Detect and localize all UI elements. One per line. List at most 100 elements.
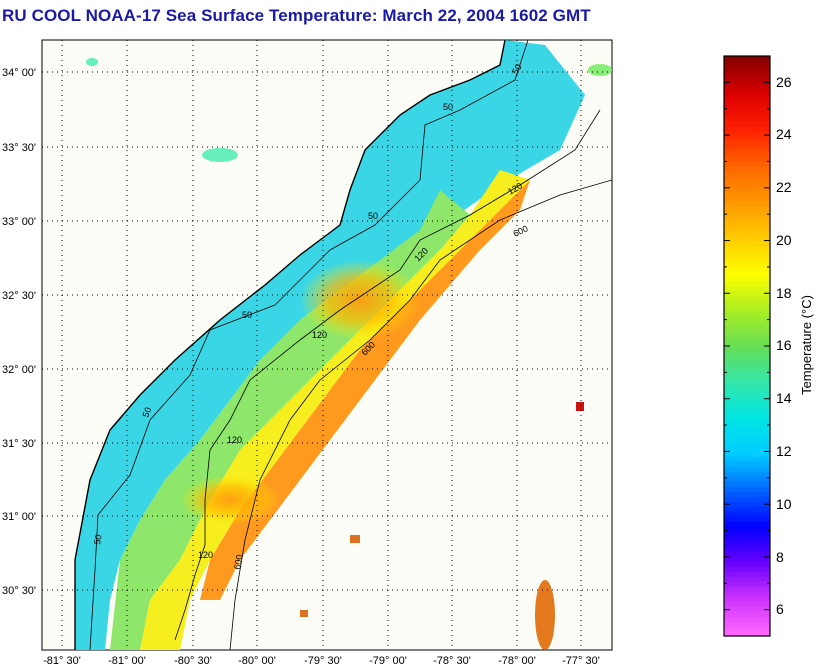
colorbar-cell xyxy=(724,66,770,72)
colorbar-label: Temperature (°C) xyxy=(799,295,814,395)
colorbar-cell xyxy=(724,631,770,637)
colorbar-cell xyxy=(724,321,770,327)
sst-warm-core-south xyxy=(180,475,280,525)
lat-label: 34° 00' xyxy=(2,67,36,79)
colorbar-cell xyxy=(724,176,770,182)
contour-label: 600 xyxy=(232,554,244,571)
colorbar-cell xyxy=(724,421,770,427)
contour-label: 120 xyxy=(198,550,213,560)
sst-warm-edge xyxy=(200,180,530,600)
colorbar-cell xyxy=(724,486,770,492)
contour-50m xyxy=(89,40,529,650)
colorbar-cell xyxy=(724,71,770,77)
colorbar-tick: 10 xyxy=(776,496,792,512)
colorbar-cell xyxy=(724,336,770,342)
colorbar-tick: 20 xyxy=(776,232,792,248)
colorbar-cell xyxy=(724,181,770,187)
colorbar-tick: 12 xyxy=(776,443,792,459)
colorbar-cell xyxy=(724,111,770,117)
lat-label: 31° 30' xyxy=(2,438,36,450)
sst-warm-patch xyxy=(576,402,584,411)
colorbar-cell xyxy=(724,561,770,567)
colorbar-cell xyxy=(724,301,770,307)
colorbar-cell xyxy=(724,591,770,597)
colorbar-cell xyxy=(724,386,770,392)
colorbar-cell xyxy=(724,191,770,197)
sst-yellow-band xyxy=(140,170,530,650)
colorbar-cell xyxy=(724,506,770,512)
colorbar-cell xyxy=(724,296,770,302)
contour-label: 120 xyxy=(312,330,327,340)
contour-label: 50 xyxy=(443,102,453,112)
colorbar-tick: 8 xyxy=(776,549,784,565)
colorbar-cell xyxy=(724,351,770,357)
contour-600m xyxy=(229,179,612,650)
colorbar-cell xyxy=(724,471,770,477)
colorbar: 26 24 22 20 18 16 14 12 10 8 6 Temperatu… xyxy=(723,55,814,637)
contour-label: 50 xyxy=(510,62,524,76)
colorbar-cell xyxy=(724,541,770,547)
colorbar-cell xyxy=(724,136,770,142)
colorbar-tick: 16 xyxy=(776,337,792,353)
colorbar-cell xyxy=(724,521,770,527)
colorbar-cell xyxy=(724,551,770,557)
colorbar-cell xyxy=(724,621,770,627)
colorbar-cell xyxy=(724,401,770,407)
colorbar-cell xyxy=(724,131,770,137)
colorbar-cell xyxy=(724,536,770,542)
colorbar-cell xyxy=(724,431,770,437)
colorbar-cell xyxy=(724,451,770,457)
colorbar-cell xyxy=(724,151,770,157)
colorbar-cell xyxy=(724,61,770,67)
colorbar-cell xyxy=(724,461,770,467)
colorbar-cell xyxy=(724,446,770,452)
colorbar-scale xyxy=(724,56,770,637)
colorbar-cell xyxy=(724,416,770,422)
lon-label: -81° 30' xyxy=(43,655,81,667)
colorbar-cell xyxy=(724,201,770,207)
colorbar-cell xyxy=(724,406,770,412)
sst-shelf-cold xyxy=(75,40,585,650)
map-title: RU COOL NOAA-17 Sea Surface Temperature:… xyxy=(2,6,591,25)
colorbar-cell xyxy=(724,196,770,202)
contour-label: 50 xyxy=(140,406,153,419)
colorbar-cell xyxy=(724,516,770,522)
graticule xyxy=(42,40,612,650)
colorbar-cell xyxy=(724,611,770,617)
colorbar-cell xyxy=(724,266,770,272)
colorbar-tick: 26 xyxy=(776,74,792,90)
colorbar-cell xyxy=(724,186,770,192)
colorbar-cell xyxy=(724,616,770,622)
lon-label: -80° 30' xyxy=(174,655,212,667)
colorbar-cell xyxy=(724,626,770,632)
colorbar-cell xyxy=(724,391,770,397)
colorbar-cell xyxy=(724,156,770,162)
colorbar-cell xyxy=(724,346,770,352)
colorbar-cell xyxy=(724,496,770,502)
colorbar-cell xyxy=(724,316,770,322)
lon-label: -78° 00' xyxy=(498,655,536,667)
colorbar-cell xyxy=(724,211,770,217)
lat-label: 30° 30' xyxy=(2,585,36,597)
colorbar-cell xyxy=(724,356,770,362)
colorbar-cell xyxy=(724,281,770,287)
colorbar-cell xyxy=(724,101,770,107)
sst-warm-core xyxy=(300,260,420,340)
lat-label: 31° 00' xyxy=(2,511,36,523)
sst-warm-patch xyxy=(300,610,308,617)
colorbar-cell xyxy=(724,166,770,172)
sst-warm-patch xyxy=(350,535,360,543)
colorbar-cell xyxy=(724,586,770,592)
colorbar-cell xyxy=(724,91,770,97)
colorbar-cell xyxy=(724,456,770,462)
colorbar-cell xyxy=(724,571,770,577)
colorbar-cell xyxy=(724,596,770,602)
colorbar-cell xyxy=(724,261,770,267)
colorbar-cell xyxy=(724,56,770,62)
colorbar-cell xyxy=(724,306,770,312)
colorbar-cell xyxy=(724,241,770,247)
colorbar-tick: 6 xyxy=(776,601,784,617)
colorbar-cell xyxy=(724,81,770,87)
colorbar-cell xyxy=(724,581,770,587)
colorbar-cell xyxy=(724,556,770,562)
